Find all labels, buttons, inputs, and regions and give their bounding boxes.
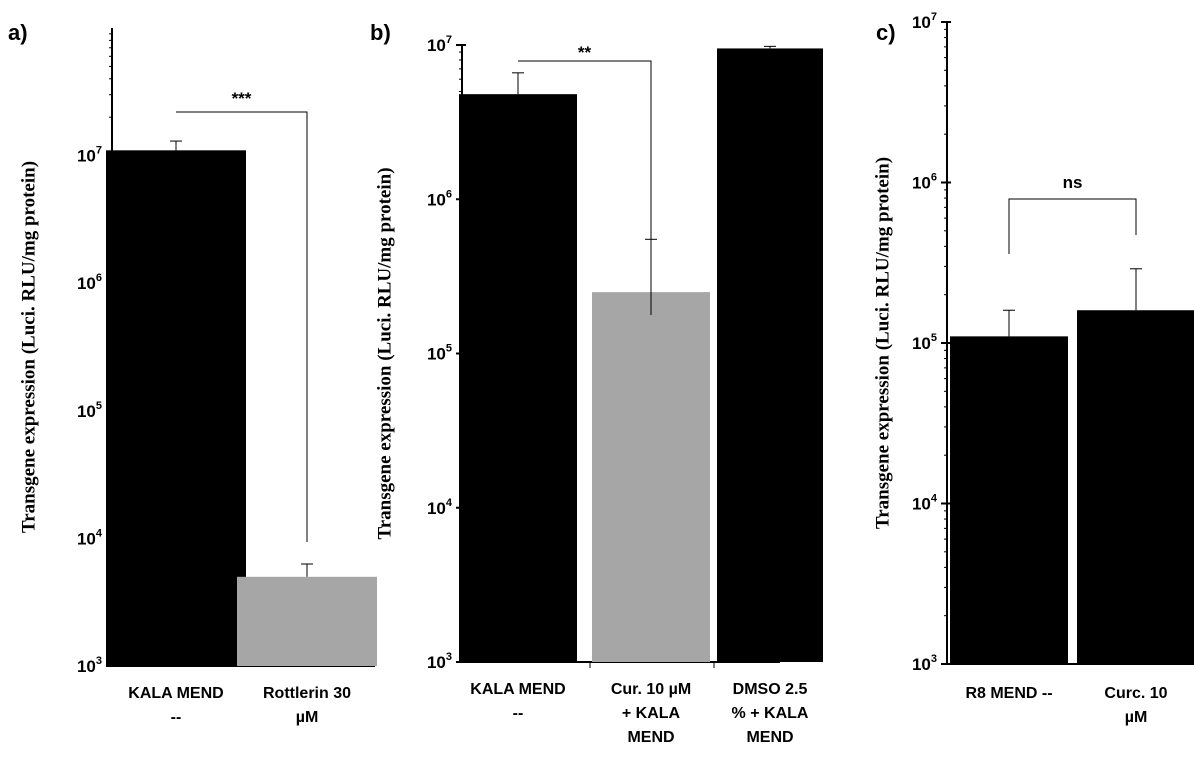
x-category-label: DMSO 2.5% + KALA MEND [732,681,809,746]
y-tick-label: 107 [77,145,102,166]
significance-label: ns [1063,173,1083,192]
panel-letter: c) [876,20,896,45]
bar [592,292,710,662]
y-axis-label: Transgene expression (Luci. RLU/mg prote… [872,157,893,529]
bar [1077,310,1194,664]
y-tick-label: 106 [427,188,452,209]
significance-bracket [1008,198,1137,254]
x-category-label: R8 MEND -- [965,685,1052,702]
x-category-label: Curc. 10 µM [1104,685,1167,726]
bar [950,336,1068,664]
panel-c: c) Transgene expression (Luci. RLU/mg pro… [872,11,1194,726]
y-tick-label: 103 [77,655,102,676]
panel-a: a) Transgene expression (Luci. RLU/mg pro… [8,20,377,726]
bar [717,48,823,662]
y-tick-label: 107 [427,34,452,55]
y-tick-label: 105 [912,332,937,353]
significance-label: *** [232,89,252,108]
bar [237,576,377,666]
bar [106,150,246,666]
y-tick-label: 103 [912,653,937,674]
significance-bracket [518,60,652,315]
y-tick-label: 104 [427,497,453,518]
x-category-label: KALA MEND -- [128,685,223,726]
y-tick-label: 105 [427,343,452,364]
x-category-label: Rottlerin 30 µM [263,685,351,726]
bar [459,94,577,663]
y-tick-label: 104 [912,493,938,514]
x-category-label: KALA MEND -- [470,681,565,722]
y-axis-label: Transgene expression (Luci. RLU/mg prote… [374,167,395,539]
y-axis-label: Transgene expression (Luci. RLU/mg prote… [18,161,39,533]
y-tick-label: 106 [912,172,937,193]
y-tick-label: 106 [77,272,102,293]
panel-letter: b) [370,20,391,45]
y-tick-label: 107 [912,11,937,32]
significance-label: ** [578,43,592,62]
x-category-label: Cur. 10 µM + KALA MEND [611,681,691,746]
y-tick-label: 104 [77,527,103,548]
y-tick-label: 103 [427,651,452,672]
panel-letter: a) [8,20,28,45]
panel-b: b) Transgene expression (Luci. RLU/mg pro… [370,20,823,746]
significance-bracket [176,111,308,542]
y-tick-label: 105 [77,400,102,421]
